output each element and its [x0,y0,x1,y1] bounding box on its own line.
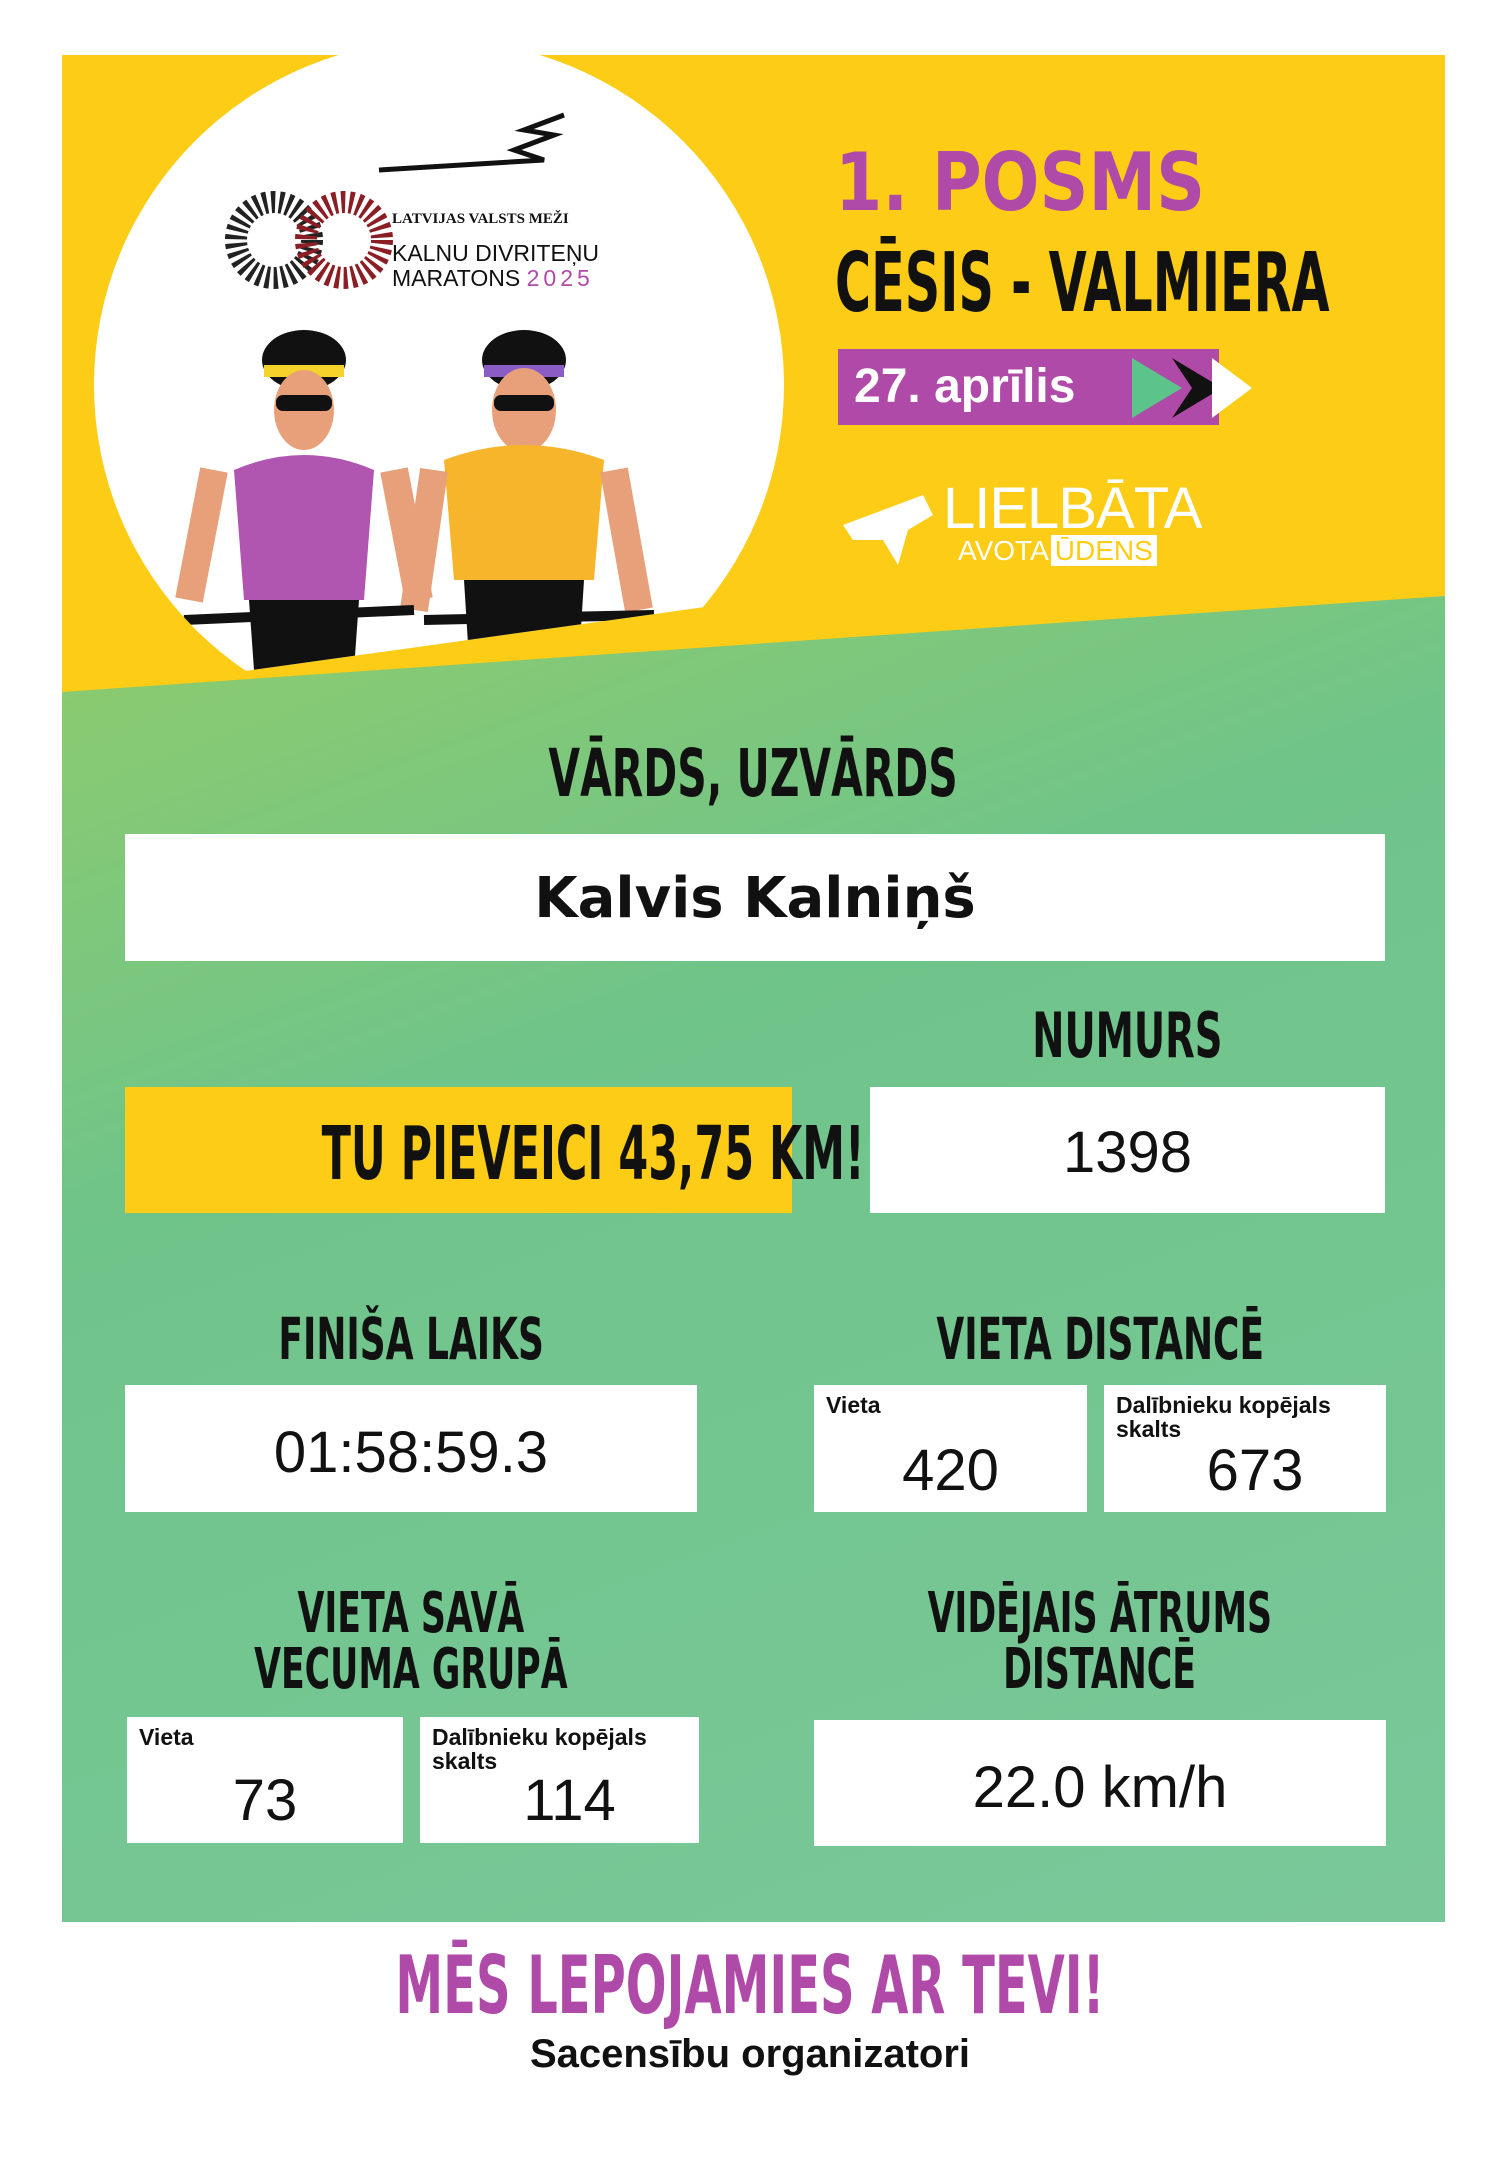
age-total-field: Dalībnieku kopējals skalts 114 [420,1717,699,1843]
finish-time-label: FINIŠA LAIKS [278,1305,544,1373]
finish-time-field: 01:58:59.3 [125,1385,697,1512]
date-badge: 27. aprīlis [838,349,1219,425]
distance-place-field: Vieta 420 [814,1385,1087,1512]
event-logo-line1: KALNU DIVRITEŅU [392,240,600,266]
route-title: CĒSIS - VALMIERA [835,236,1330,331]
distance-banner: TU PIEVEICI 43,75 KM! [125,1087,865,1213]
footer-signature: Sacensību organizatori [529,2032,971,2076]
speed-label: VIDĒJAIS ĀTRUMS DISTANCĒ [927,1581,1273,1702]
movement-logo-icon [225,191,393,289]
number-label: NUMURS [1031,999,1223,1072]
event-logo-line2: MARATONS [392,265,521,292]
event-logo: KALNU DIVRITEŅU MARATONS 2025 [392,240,600,292]
sponsor-logo: LATVIJAS VALSTS MEŽI [392,211,569,227]
result-certificate: LATVIJAS VALSTS MEŽI KALNU DIVRITEŅU MAR… [62,55,1445,1922]
stage-title: 1. POSMS [835,136,1206,229]
distance-total-field: Dalībnieku kopējals skalts 673 [1104,1385,1386,1512]
bird-icon [843,495,933,565]
distance-place-label: VIETA DISTANCĒ [936,1305,1264,1373]
age-group-label: VIETA SAVĀ VECUMA GRUPĀ [254,1581,568,1702]
speed-field: 22.0 km/h [814,1720,1386,1846]
name-label: VĀRDS, UZVĀRDS [548,735,959,812]
age-place-field: Vieta 73 [127,1717,403,1843]
number-field: 1398 [870,1087,1385,1213]
event-logo-year: 2025 [526,265,594,292]
footer-slogan: MĒS LEPOJAMIES AR TEVI! [395,1939,1105,2032]
arrow-icon [1132,358,1252,418]
date-text: 27. aprīlis [854,360,1076,413]
name-field: Kalvis Kalniņš [125,834,1385,961]
